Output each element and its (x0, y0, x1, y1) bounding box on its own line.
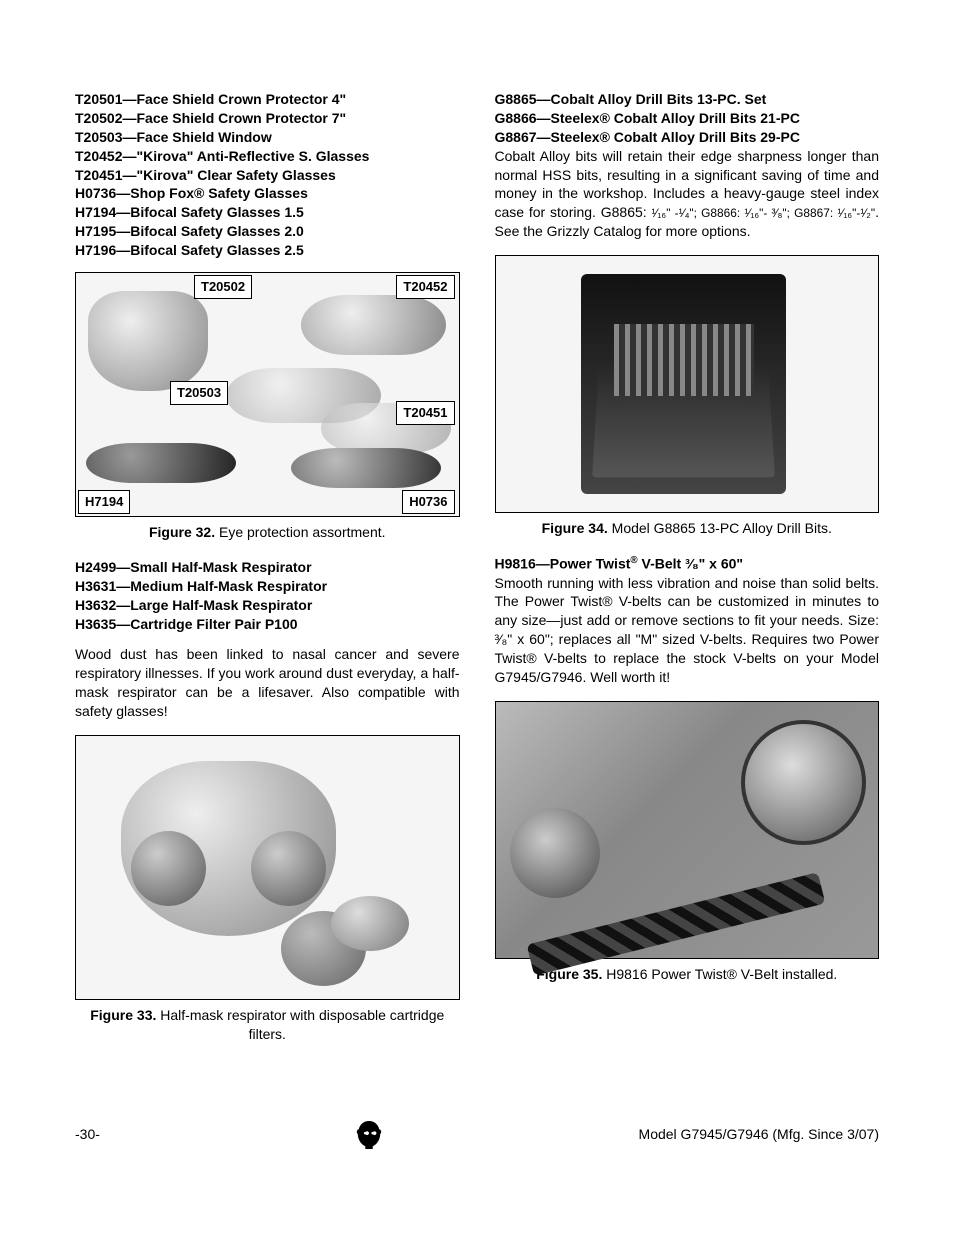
caption-text: Half-mask respirator with disposable car… (156, 1007, 444, 1042)
fig-label-t20502: T20502 (194, 275, 252, 299)
heading-post: V-Belt ³⁄₈" x 60" (638, 556, 743, 572)
respirator-list: H2499—Small Half-Mask Respirator H3631—M… (75, 558, 460, 634)
figure-32: T20502 T20452 T20503 T20451 H7194 H0736 (75, 272, 460, 517)
fig-label-t20451: T20451 (396, 401, 454, 425)
figure-34-caption: Figure 34. Model G8865 13-PC Alloy Drill… (495, 519, 880, 538)
fig-label-h0736: H0736 (402, 490, 454, 514)
list-item: G8866—Steelex® Cobalt Alloy Drill Bits 2… (495, 109, 880, 128)
vbelt-heading: H9816—Power Twist® V-Belt ³⁄₈" x 60" (495, 554, 880, 574)
figure-33-caption: Figure 33. Half-mask respirator with dis… (75, 1006, 460, 1044)
fig-label-h7194: H7194 (78, 490, 130, 514)
list-item: H3631—Medium Half-Mask Respirator (75, 577, 460, 596)
caption-text: H9816 Power Twist® V-Belt installed. (602, 966, 837, 982)
caption-bold: Figure 32. (149, 524, 215, 540)
right-column: G8865—Cobalt Alloy Drill Bits 13-PC. Set… (495, 90, 880, 1060)
eye-protection-list: T20501—Face Shield Crown Protector 4" T2… (75, 90, 460, 260)
fig-label-t20503: T20503 (170, 381, 228, 405)
list-item: H3632—Large Half-Mask Respirator (75, 596, 460, 615)
list-item: G8865—Cobalt Alloy Drill Bits 13-PC. Set (495, 90, 880, 109)
drill-bit-body: Cobalt Alloy bits will retain their edge… (495, 147, 880, 241)
caption-text: Model G8865 13-PC Alloy Drill Bits. (608, 520, 832, 536)
drill-bit-list: G8865—Cobalt Alloy Drill Bits 13-PC. Set… (495, 90, 880, 147)
page-columns: T20501—Face Shield Crown Protector 4" T2… (75, 90, 879, 1060)
list-item: T20451—"Kirova" Clear Safety Glasses (75, 166, 460, 185)
left-column: T20501—Face Shield Crown Protector 4" T2… (75, 90, 460, 1060)
caption-bold: Figure 34. (542, 520, 608, 536)
list-item: G8867—Steelex® Cobalt Alloy Drill Bits 2… (495, 128, 880, 147)
grizzly-logo-icon (355, 1120, 383, 1150)
respirator-body: Wood dust has been linked to nasal cance… (75, 645, 460, 721)
page-number: -30- (75, 1125, 100, 1144)
figure-32-caption: Figure 32. Eye protection assortment. (75, 523, 460, 542)
list-item: H2499—Small Half-Mask Respirator (75, 558, 460, 577)
figure-35 (495, 701, 880, 959)
list-item: H0736—Shop Fox® Safety Glasses (75, 184, 460, 203)
heading-pre: H9816—Power Twist (495, 556, 631, 572)
fig-label-t20452: T20452 (396, 275, 454, 299)
caption-text: Eye protection assortment. (215, 524, 385, 540)
list-item: H7195—Bifocal Safety Glasses 2.0 (75, 222, 460, 241)
list-item: T20502—Face Shield Crown Protector 7" (75, 109, 460, 128)
list-item: H3635—Cartridge Filter Pair P100 (75, 615, 460, 634)
page-footer: -30- Model G7945/G7946 (Mfg. Since 3/07) (75, 1120, 879, 1150)
list-item: T20503—Face Shield Window (75, 128, 460, 147)
list-item: T20452—"Kirova" Anti-Reflective S. Glass… (75, 147, 460, 166)
list-item: T20501—Face Shield Crown Protector 4" (75, 90, 460, 109)
list-item: H7196—Bifocal Safety Glasses 2.5 (75, 241, 460, 260)
list-item: H7194—Bifocal Safety Glasses 1.5 (75, 203, 460, 222)
vbelt-body: Smooth running with less vibration and n… (495, 574, 880, 687)
figure-34 (495, 255, 880, 513)
model-info: Model G7945/G7946 (Mfg. Since 3/07) (639, 1125, 879, 1144)
caption-bold: Figure 33. (90, 1007, 156, 1023)
figure-33 (75, 735, 460, 1000)
